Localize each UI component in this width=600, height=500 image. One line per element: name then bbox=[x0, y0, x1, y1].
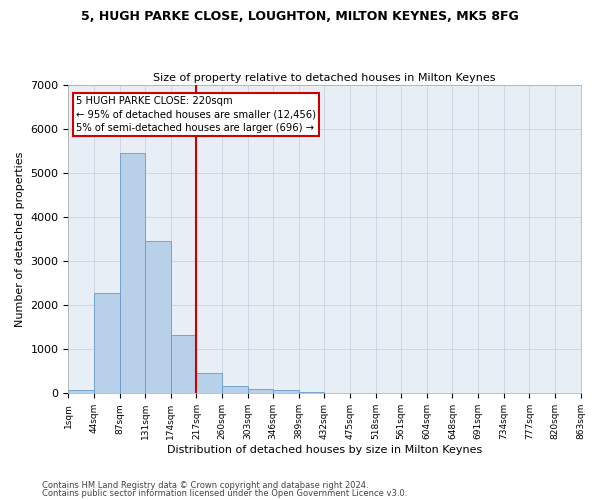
Bar bbox=[94, 293, 119, 394]
Bar bbox=[273, 390, 299, 394]
Bar bbox=[145, 242, 171, 394]
Title: Size of property relative to detached houses in Milton Keynes: Size of property relative to detached ho… bbox=[153, 73, 496, 83]
Bar bbox=[119, 154, 145, 394]
Text: Contains HM Land Registry data © Crown copyright and database right 2024.: Contains HM Land Registry data © Crown c… bbox=[42, 481, 368, 490]
Y-axis label: Number of detached properties: Number of detached properties bbox=[15, 152, 25, 327]
Bar bbox=[299, 392, 325, 394]
X-axis label: Distribution of detached houses by size in Milton Keynes: Distribution of detached houses by size … bbox=[167, 445, 482, 455]
Text: 5, HUGH PARKE CLOSE, LOUGHTON, MILTON KEYNES, MK5 8FG: 5, HUGH PARKE CLOSE, LOUGHTON, MILTON KE… bbox=[81, 10, 519, 23]
Bar bbox=[196, 373, 222, 394]
Bar bbox=[222, 386, 248, 394]
Text: Contains public sector information licensed under the Open Government Licence v3: Contains public sector information licen… bbox=[42, 488, 407, 498]
Text: 5 HUGH PARKE CLOSE: 220sqm
← 95% of detached houses are smaller (12,456)
5% of s: 5 HUGH PARKE CLOSE: 220sqm ← 95% of deta… bbox=[76, 96, 316, 132]
Bar bbox=[171, 335, 196, 394]
Bar bbox=[248, 389, 273, 394]
Bar bbox=[68, 390, 94, 394]
